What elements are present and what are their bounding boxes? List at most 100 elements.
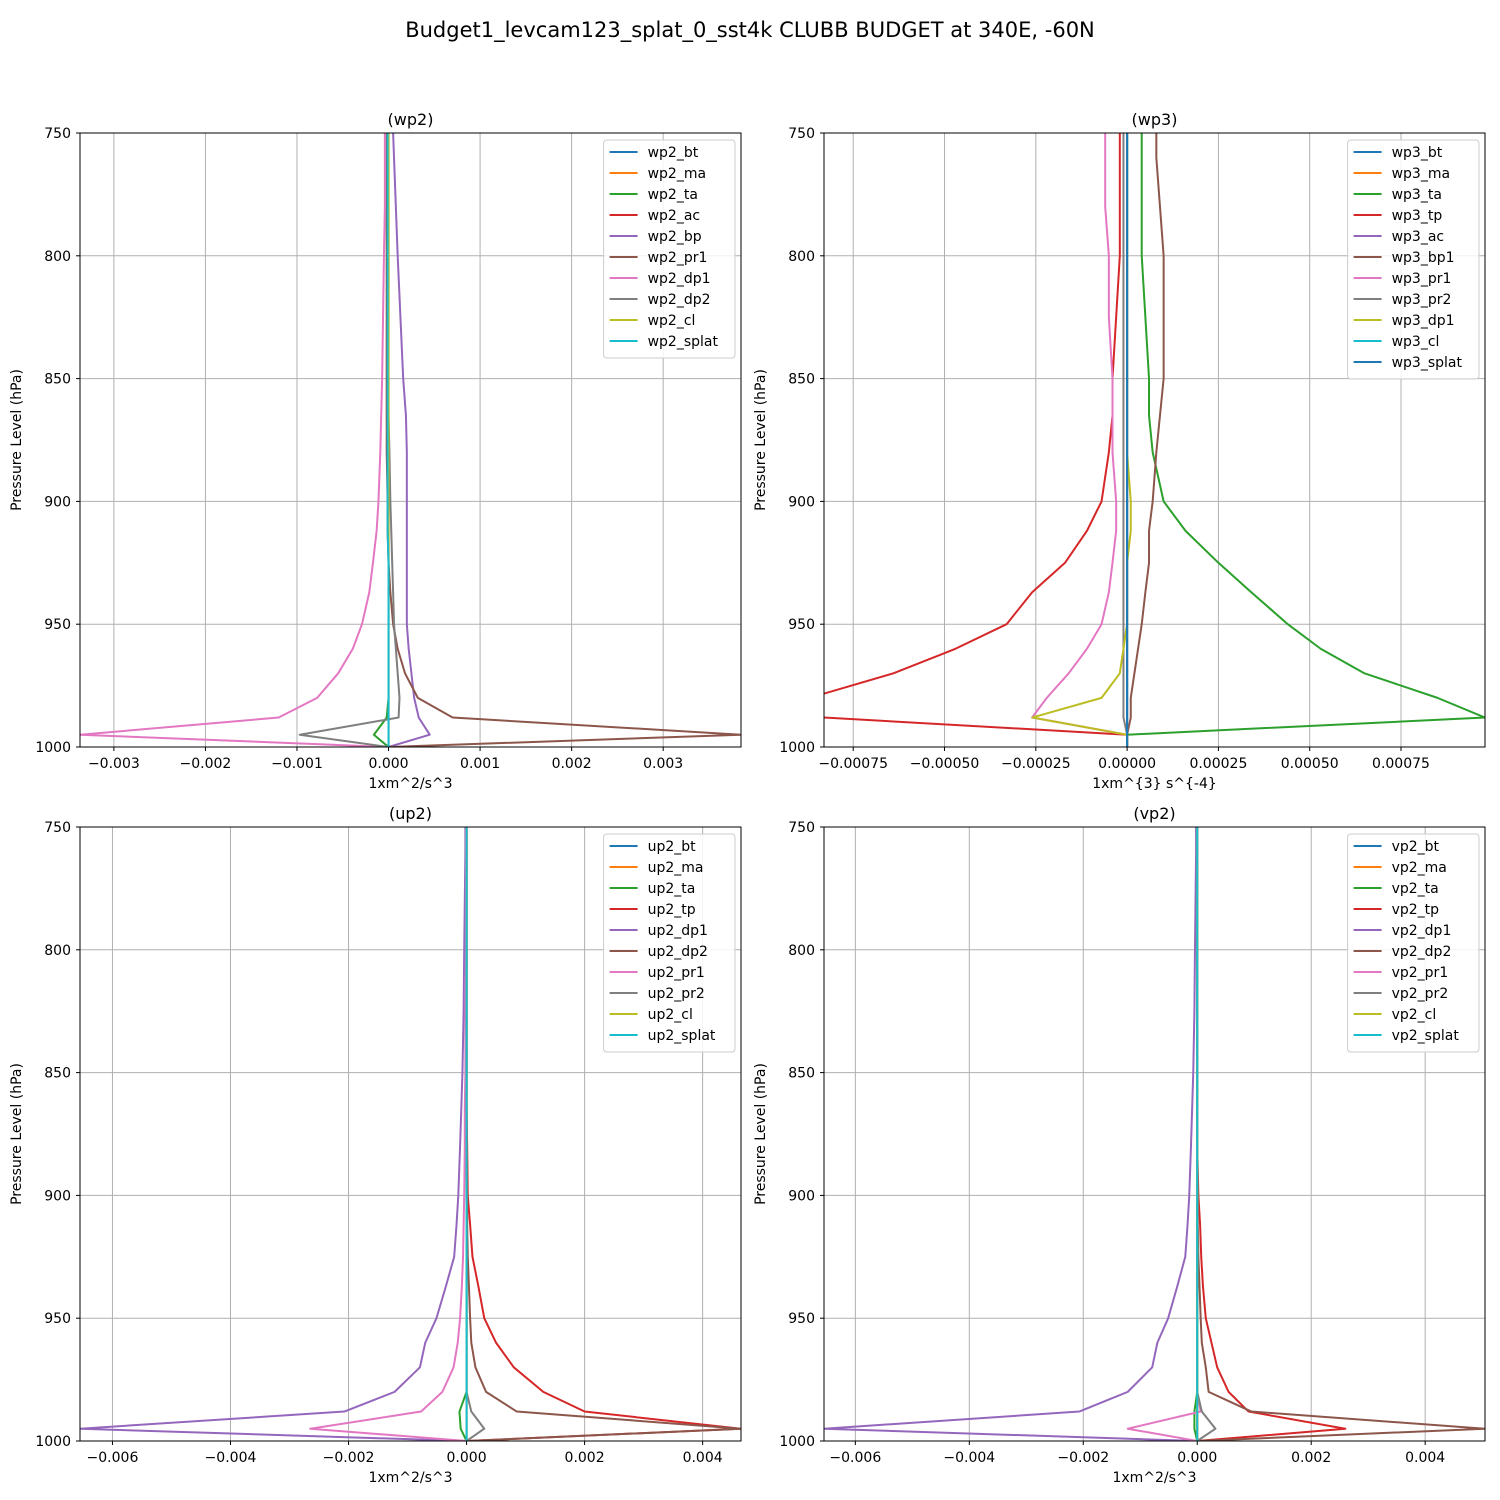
x-tick-label: 0.002 (565, 1450, 605, 1466)
legend-label: up2_cl (648, 1007, 693, 1023)
series-line-wp3_bp1 (1126, 133, 1165, 747)
x-tick-label: −0.006 (829, 1450, 881, 1466)
legend-label: vp2_cl (1392, 1007, 1437, 1023)
x-tick-label: −0.004 (943, 1450, 995, 1466)
axes-frame (79, 132, 742, 748)
y-tick-label: 750 (44, 820, 71, 836)
y-tick-label: 750 (788, 820, 815, 836)
series-line-wp2_splat (386, 133, 390, 747)
legend: wp3_bt wp3_ma wp3_ta wp3_tp wp3_ac wp3_bp1 wp3… (1347, 139, 1480, 380)
legend-label: vp2_pr1 (1392, 965, 1449, 981)
x-tick-label: 0.004 (1405, 1450, 1445, 1466)
axes-frame (823, 826, 1486, 1442)
legend-label: vp2_bt (1392, 839, 1440, 855)
x-axis: −0.003 −0.002 −0.001 0.000 0.001 0.002 0.003 1x… (88, 747, 683, 792)
legend-label: up2_dp1 (648, 923, 708, 939)
x-tick-label: 0.004 (683, 1450, 723, 1466)
chart-panels: −0.003 −0.002 −0.001 0.000 0.001 0.002 0.003 1x… (9, 110, 1486, 1486)
legend-label: up2_ta (648, 881, 696, 897)
legend-label: wp2_cl (648, 313, 696, 329)
x-tick-label: 0.002 (1291, 1450, 1331, 1466)
y-tick-label: 800 (44, 249, 71, 265)
y-tick-label: 950 (788, 617, 815, 633)
legend-label: wp2_ta (648, 187, 698, 203)
series-line-wp2_bp (388, 133, 431, 747)
grid (824, 132, 1485, 748)
x-tick-label: −0.00050 (910, 756, 980, 772)
x-tick-label: −0.00025 (1001, 756, 1071, 772)
series-line-wp3_pr2 (1122, 133, 1129, 747)
y-tick-label: 850 (788, 1066, 815, 1082)
legend-label: vp2_dp1 (1392, 923, 1452, 939)
legend-label: up2_bt (648, 839, 697, 855)
x-tick-label: 0.000 (447, 1450, 487, 1466)
panel-title: (wp2) (388, 110, 434, 129)
y-axis-label: Pressure Level (hPa) (9, 369, 25, 511)
chart-panel-4: −0.006 −0.004 −0.002 0.000 0.002 0.004 1xm^2/s… (753, 804, 1486, 1486)
y-tick-label: 1000 (779, 1434, 815, 1450)
y-tick-label: 750 (788, 126, 815, 142)
x-axis: −0.00075 −0.00050 −0.00025 0.00000 0.00025 0.… (818, 747, 1430, 792)
legend-label: up2_pr1 (648, 965, 705, 981)
legend-label: wp3_ac (1392, 229, 1445, 245)
y-tick-label: 900 (44, 1188, 71, 1204)
x-tick-label: 0.00025 (1189, 756, 1247, 772)
legend-label: wp3_ma (1392, 166, 1450, 182)
x-tick-label: −0.006 (87, 1450, 139, 1466)
legend-label: vp2_ta (1392, 881, 1439, 897)
y-axis-label: Pressure Level (hPa) (753, 1063, 769, 1205)
x-tick-label: 0.000 (368, 756, 408, 772)
legend-label: wp3_ta (1392, 187, 1442, 203)
legend-label: up2_splat (648, 1028, 716, 1044)
legend-label: wp3_tp (1392, 208, 1443, 224)
legend-label: wp3_pr1 (1392, 271, 1452, 287)
legend: wp2_bt wp2_ma wp2_ta wp2_ac wp2_bp wp2_pr1 wp2… (603, 139, 736, 359)
legend-label: up2_dp2 (648, 944, 708, 960)
series-line-wp3_ta (1126, 133, 1485, 747)
panel-title: (vp2) (1133, 804, 1175, 823)
y-tick-label: 950 (44, 617, 71, 633)
legend: up2_bt up2_ma up2_ta up2_tp up2_dp1 up2_dp2up… (603, 833, 736, 1053)
series-line-wp3_pr1 (1031, 133, 1129, 747)
y-axis-label: Pressure Level (hPa) (753, 369, 769, 511)
x-tick-label: 0.00000 (1098, 756, 1156, 772)
x-axis-label: 1xm^2/s^3 (368, 776, 452, 792)
legend-label: wp2_bp (648, 229, 702, 245)
y-tick-label: 950 (788, 1311, 815, 1327)
legend: vp2_bt vp2_ma vp2_ta vp2_tp vp2_dp1 vp2_dp2vp… (1347, 833, 1480, 1053)
legend-label: vp2_dp2 (1392, 944, 1452, 960)
legend-label: wp2_ma (648, 166, 706, 182)
x-axis-label: 1xm^2/s^3 (1112, 1470, 1196, 1486)
series-line-wp3_tp (824, 133, 1129, 747)
legend-label: up2_ma (648, 860, 704, 876)
legend-label: wp3_bp1 (1392, 250, 1455, 266)
legend-label: wp2_ac (648, 208, 701, 224)
x-tick-label: 0.003 (643, 756, 683, 772)
x-tick-label: 0.000 (1177, 1450, 1217, 1466)
legend-label: wp2_bt (648, 145, 699, 161)
y-tick-label: 950 (44, 1311, 71, 1327)
x-axis-label: 1xm^{3} s^{-4} (1092, 776, 1217, 792)
y-axis: 750 800 850 900 950 1000 Pressure Level (hPa) (9, 820, 80, 1450)
legend-label: wp2_dp2 (648, 292, 711, 308)
x-tick-label: −0.002 (1057, 1450, 1109, 1466)
y-tick-label: 750 (44, 126, 71, 142)
y-tick-label: 1000 (35, 740, 71, 756)
x-tick-label: −0.002 (180, 756, 232, 772)
series-lines (824, 133, 1485, 747)
x-axis: −0.006 −0.004 −0.002 0.000 0.002 0.004 1xm^2/s… (829, 1441, 1445, 1486)
chart-panel-3: −0.006 −0.004 −0.002 0.000 0.002 0.004 1xm^2/s… (9, 804, 742, 1486)
x-tick-label: −0.004 (205, 1450, 257, 1466)
axes-frame (79, 826, 742, 1442)
legend-label: vp2_ma (1392, 860, 1447, 876)
y-axis: 750 800 850 900 950 1000 Pressure Level (hPa) (753, 126, 824, 756)
legend-label: wp3_dp1 (1392, 313, 1455, 329)
panel-title: (wp3) (1132, 110, 1178, 129)
x-tick-label: 0.00075 (1372, 756, 1430, 772)
x-axis-label: 1xm^2/s^3 (368, 1470, 452, 1486)
chart-panel-1: −0.003 −0.002 −0.001 0.000 0.001 0.002 0.003 1x… (9, 110, 742, 792)
x-axis: −0.006 −0.004 −0.002 0.000 0.002 0.004 1xm^2/s… (87, 1441, 723, 1486)
y-tick-label: 900 (788, 1188, 815, 1204)
